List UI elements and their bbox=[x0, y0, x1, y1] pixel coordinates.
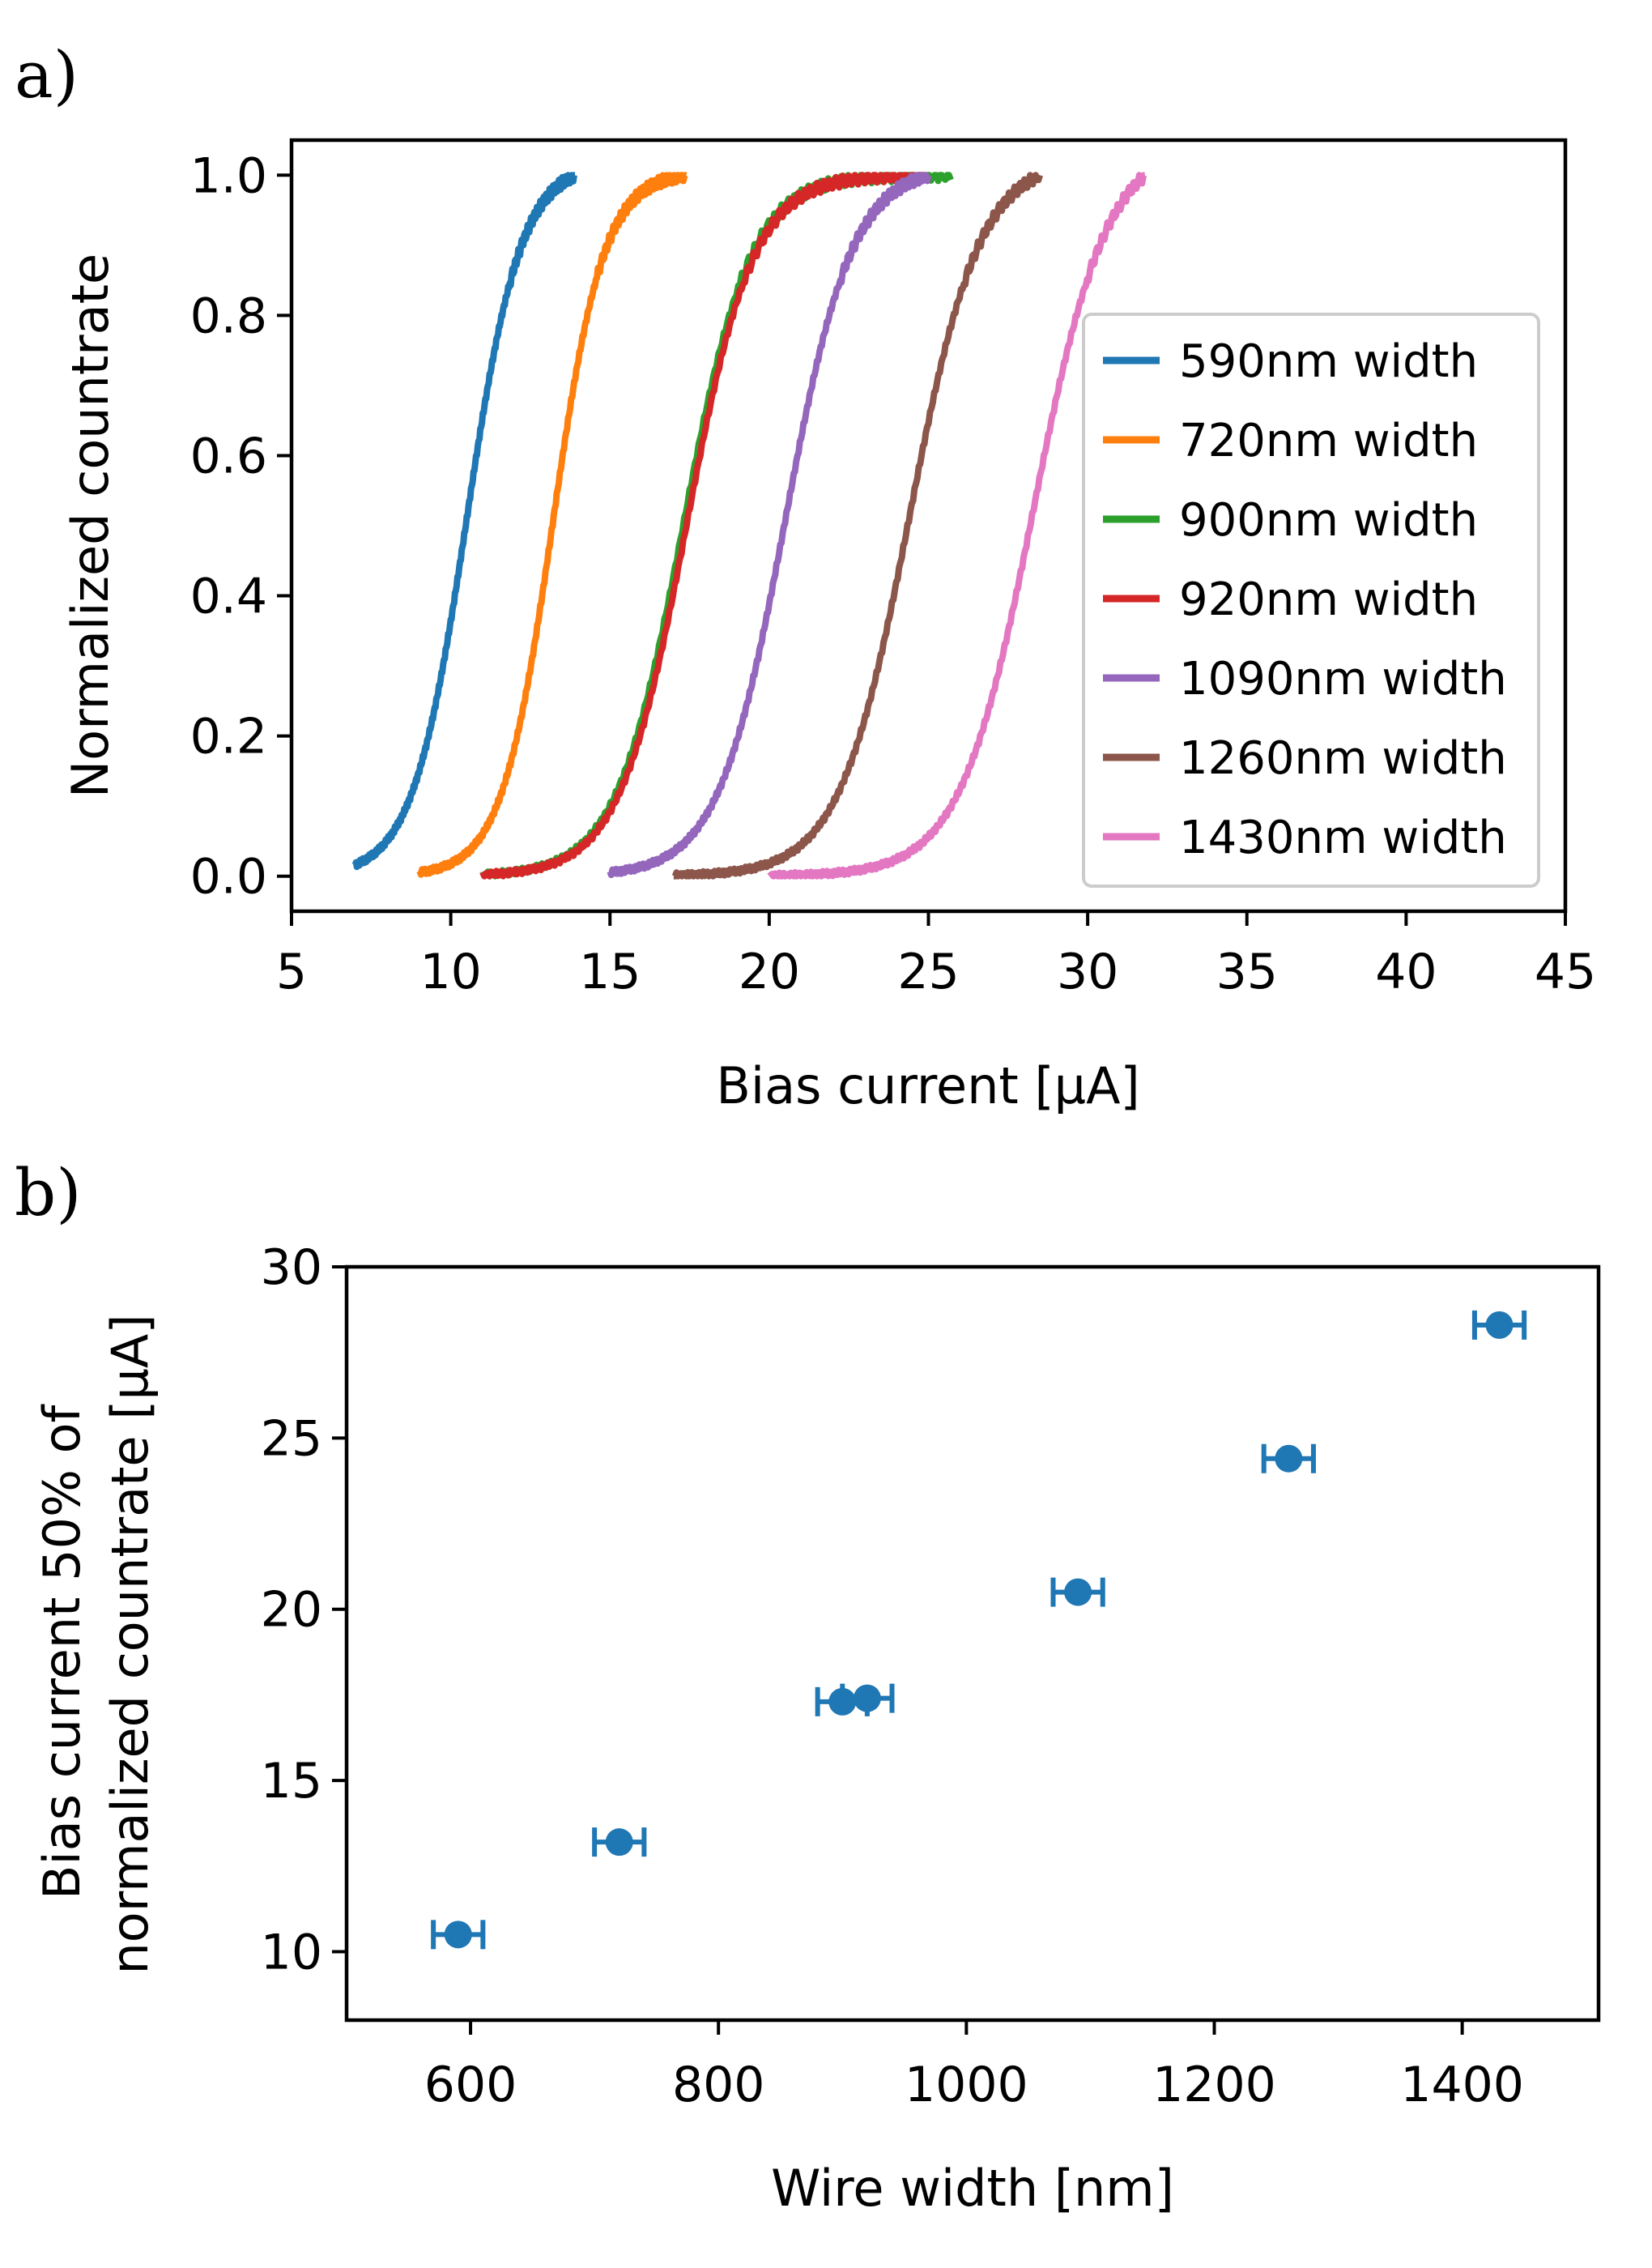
series-line-920nm-width bbox=[479, 172, 932, 880]
y-tick-label: 0.0 bbox=[190, 849, 267, 906]
legend-label: 1090nm width bbox=[1179, 653, 1507, 706]
series-line-590nm-width bbox=[351, 172, 577, 871]
x-tick-label: 25 bbox=[897, 944, 959, 1000]
panel-b-y-axis-label-line-1: Bias current 50% of bbox=[32, 1403, 92, 1899]
panel-b-y-axis-label: Bias current 50% of normalized countrate… bbox=[32, 1314, 160, 1974]
panel-a-label: a) bbox=[15, 37, 79, 113]
data-point bbox=[853, 1684, 881, 1712]
panel-b-plot-area bbox=[431, 1310, 1527, 1950]
y-tick-label: 0.4 bbox=[190, 569, 267, 625]
y-tick-label: 0.8 bbox=[190, 288, 267, 344]
series-line-1430nm-width bbox=[767, 172, 1147, 880]
data-point bbox=[605, 1828, 633, 1857]
x-tick-label: 45 bbox=[1535, 944, 1596, 1000]
legend-label: 920nm width bbox=[1179, 573, 1478, 626]
panel-b-y-axis-label-line-2: normalized countrate [µA] bbox=[100, 1314, 160, 1974]
x-tick-label: 40 bbox=[1375, 944, 1437, 1000]
series-line-1090nm-width bbox=[607, 172, 932, 879]
legend-frame bbox=[1082, 313, 1540, 888]
data-point bbox=[1485, 1311, 1514, 1339]
y-tick-label: 0.6 bbox=[190, 428, 267, 484]
legend-label: 900nm width bbox=[1179, 494, 1478, 547]
panel-a-y-axis-label: Normalized countrate bbox=[61, 254, 120, 798]
series-line-1260nm-width bbox=[671, 172, 1043, 880]
panel-b-label: b) bbox=[15, 1155, 81, 1230]
x-tick-label: 15 bbox=[579, 944, 641, 1000]
y-tick-label: 0.2 bbox=[190, 709, 267, 765]
data-point bbox=[444, 1921, 472, 1949]
legend-label: 1260nm width bbox=[1179, 732, 1507, 785]
x-tick-label: 1400 bbox=[1400, 2057, 1524, 2113]
x-tick-label: 1000 bbox=[905, 2057, 1028, 2113]
panel-a-plot-area bbox=[351, 172, 1147, 880]
x-tick-label: 800 bbox=[672, 2057, 765, 2113]
y-tick-label: 20 bbox=[261, 1582, 322, 1639]
series-line-720nm-width bbox=[416, 172, 689, 878]
panel-b-ticks: 600 800 1000 1200 1400 10 15 20 25 30 bbox=[261, 1239, 1524, 2113]
data-point bbox=[1064, 1578, 1092, 1606]
panel-b-axes-frame bbox=[344, 1264, 1601, 2023]
panel-a: a) 5 10 15 20 25 30 35 40 45 0.0 0.2 0.4 0.6 0.8 1.0 B… bbox=[15, 37, 1596, 1115]
y-tick-label: 10 bbox=[261, 1924, 322, 1980]
x-tick-label: 10 bbox=[419, 944, 481, 1000]
legend-label: 720nm width bbox=[1179, 415, 1478, 467]
panel-a-ticks: 5 10 15 20 25 30 35 40 45 0.0 0.2 0.4 0.6 0.8 1.0 bbox=[190, 147, 1597, 1000]
panel-a-x-axis-label: Bias current [µA] bbox=[716, 1056, 1139, 1115]
data-point bbox=[1275, 1444, 1303, 1473]
y-tick-label: 25 bbox=[261, 1410, 322, 1467]
x-tick-label: 1200 bbox=[1152, 2057, 1276, 2113]
y-tick-label: 15 bbox=[261, 1753, 322, 1810]
x-tick-label: 20 bbox=[739, 944, 800, 1000]
legend-label: 1430nm width bbox=[1179, 812, 1507, 864]
x-tick-label: 35 bbox=[1216, 944, 1278, 1000]
panel-a-legend: 590nm width 720nm width 900nm width 920nm w… bbox=[1082, 313, 1540, 888]
x-tick-label: 600 bbox=[424, 2057, 517, 2113]
y-tick-label: 1.0 bbox=[190, 147, 267, 204]
y-tick-label: 30 bbox=[261, 1239, 322, 1296]
legend-label: 590nm width bbox=[1179, 335, 1478, 388]
x-tick-label: 30 bbox=[1057, 944, 1118, 1000]
x-tick-label: 5 bbox=[276, 944, 307, 1000]
panel-b-x-axis-label: Wire width [nm] bbox=[771, 2159, 1174, 2218]
panel-b: b) 600 800 1000 1200 1400 10 15 20 25 30 Wire wid… bbox=[15, 1155, 1601, 2218]
